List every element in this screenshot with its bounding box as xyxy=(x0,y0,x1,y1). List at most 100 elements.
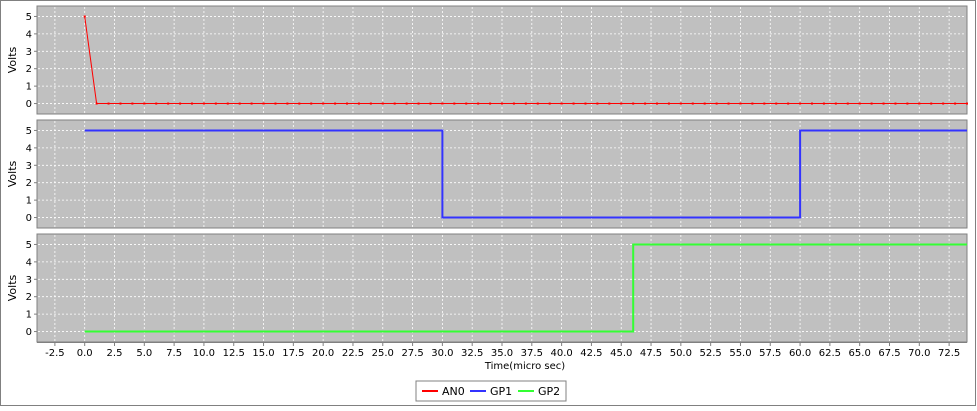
data-point-an0 xyxy=(131,102,134,105)
data-point-an0 xyxy=(441,102,444,105)
data-point-an0 xyxy=(95,102,98,105)
data-point-an0 xyxy=(918,102,921,105)
data-point-an0 xyxy=(548,102,551,105)
y-axis-label: Volts xyxy=(6,160,19,187)
series-line-gp2 xyxy=(84,243,967,333)
data-point-an0 xyxy=(751,102,754,105)
x-tick-label: 55.0 xyxy=(729,348,751,359)
data-point-an0 xyxy=(644,102,647,105)
data-point-an0 xyxy=(143,102,146,105)
data-point-an0 xyxy=(727,102,730,105)
data-point-an0 xyxy=(322,102,325,105)
data-point-an0 xyxy=(703,102,706,105)
legend: AN0 GP1 GP2 xyxy=(415,380,567,402)
x-tick-label: 72.5 xyxy=(938,348,960,359)
data-point-an0 xyxy=(870,102,873,105)
data-point-an0 xyxy=(489,102,492,105)
y-tick-label: 1 xyxy=(26,310,32,321)
legend-label-gp1: GP1 xyxy=(490,385,512,398)
x-tick-label: 0.0 xyxy=(77,348,93,359)
x-tick-label: 30.0 xyxy=(431,348,453,359)
data-point-an0 xyxy=(572,102,575,105)
y-axis-label: Volts xyxy=(6,274,19,301)
x-tick-label: 2.5 xyxy=(107,348,123,359)
data-point-an0 xyxy=(524,102,527,105)
data-point-an0 xyxy=(381,102,384,105)
data-point-an0 xyxy=(882,102,885,105)
data-point-an0 xyxy=(811,102,813,105)
x-tick-label: 37.5 xyxy=(521,348,543,359)
y-tick-label: 3 xyxy=(26,47,32,58)
data-point-an0 xyxy=(560,102,563,105)
y-tick-label: 3 xyxy=(26,161,32,172)
x-tick-label: 47.5 xyxy=(640,348,662,359)
data-point-an0 xyxy=(334,102,337,105)
data-point-an0 xyxy=(262,102,265,105)
data-point-an0 xyxy=(501,102,503,105)
x-tick-label: 12.5 xyxy=(223,348,245,359)
data-point-an0 xyxy=(739,102,742,105)
x-tick-label: 60.0 xyxy=(789,348,811,359)
data-point-an0 xyxy=(930,102,933,105)
plot-panel-3: 0 1 2 3 4 5 Volts xyxy=(6,233,968,343)
data-point-an0 xyxy=(226,102,229,105)
data-point-an0 xyxy=(179,102,182,105)
data-point-an0 xyxy=(787,102,790,105)
data-point-an0 xyxy=(620,102,623,105)
data-point-an0 xyxy=(286,102,289,105)
data-point-an0 xyxy=(596,102,599,105)
data-point-an0 xyxy=(834,102,837,105)
y-tick-label: 1 xyxy=(26,196,32,207)
x-tick-label: 70.0 xyxy=(908,348,930,359)
data-point-an0 xyxy=(238,102,241,105)
data-point-an0 xyxy=(679,102,682,105)
data-point-an0 xyxy=(453,102,456,105)
data-point-an0 xyxy=(167,102,170,105)
data-point-an0 xyxy=(202,102,205,105)
data-point-an0 xyxy=(775,102,778,105)
y-tick-label: 1 xyxy=(26,82,32,93)
legend-label-gp2: GP2 xyxy=(538,385,560,398)
x-tick-label: 67.5 xyxy=(878,348,900,359)
y-tick-label: 0 xyxy=(26,213,32,224)
x-tick-label: 42.5 xyxy=(580,348,602,359)
x-tick-label: 25.0 xyxy=(372,348,394,359)
x-tick-label: 10.0 xyxy=(193,348,215,359)
x-tick-label: 65.0 xyxy=(849,348,871,359)
data-point-an0 xyxy=(298,102,301,105)
y-tick-label: 2 xyxy=(26,178,32,189)
y-tick-label: 5 xyxy=(26,12,32,23)
data-point-an0 xyxy=(393,102,396,105)
data-point-an0 xyxy=(763,102,766,105)
data-point-an0 xyxy=(429,102,432,105)
y-tick-label: 0 xyxy=(26,99,32,110)
series-line-gp1 xyxy=(84,129,967,219)
data-point-an0 xyxy=(656,102,658,105)
data-point-an0 xyxy=(369,102,372,105)
data-point-an0 xyxy=(191,102,193,105)
x-tick-label: 22.5 xyxy=(342,348,364,359)
data-point-an0 xyxy=(465,102,468,105)
data-point-an0 xyxy=(822,102,825,105)
legend-box xyxy=(415,380,567,402)
x-axis: -2.5 0.0 2.5 5.0 7.5 10.0 12.5 15.0 17.5 20.0 22.5… xyxy=(37,342,967,359)
data-point-an0 xyxy=(715,102,718,105)
x-tick-label: 57.5 xyxy=(759,348,781,359)
data-point-an0 xyxy=(691,102,694,105)
data-point-an0 xyxy=(477,102,480,105)
x-tick-label: 50.0 xyxy=(670,348,692,359)
data-point-an0 xyxy=(906,102,909,105)
x-tick-label: 15.0 xyxy=(252,348,274,359)
plot-panels: 0 1 2 3 4 5 Volts 0 1 2 3 4 5 Volts 0 1 2 3 4 5 Volts xyxy=(6,5,968,343)
y-tick-label: 2 xyxy=(26,292,32,303)
x-tick-label: 45.0 xyxy=(610,348,632,359)
data-point-an0 xyxy=(608,102,611,105)
x-tick-label: 5.0 xyxy=(136,348,152,359)
data-point-an0 xyxy=(536,102,539,105)
plot-panel-1: 0 1 2 3 4 5 Volts xyxy=(6,5,968,115)
data-point-an0 xyxy=(310,102,313,105)
data-point-an0 xyxy=(584,102,587,105)
y-tick-label: 4 xyxy=(26,29,32,40)
